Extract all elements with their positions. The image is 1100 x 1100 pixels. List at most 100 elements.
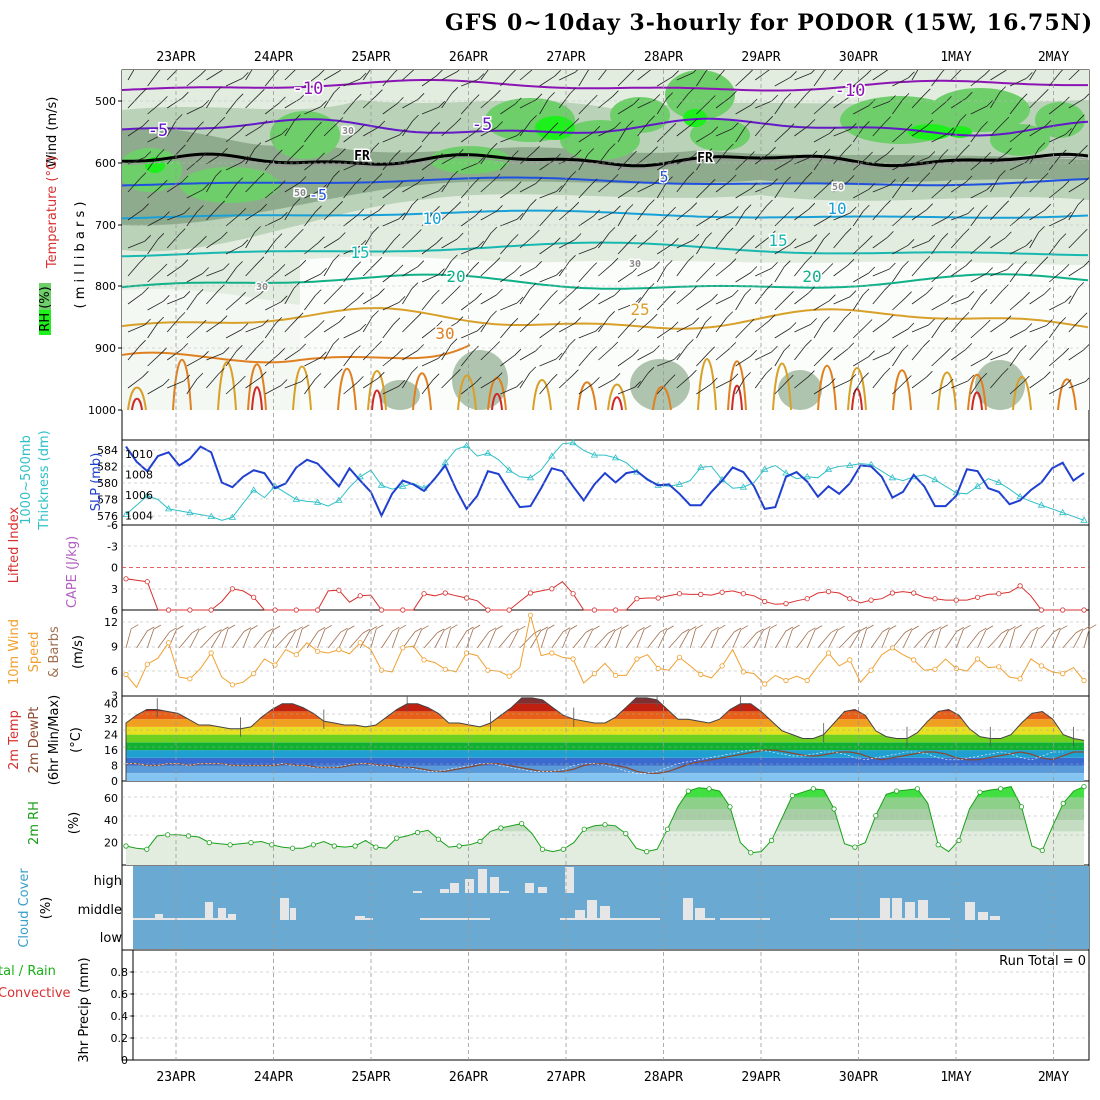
- wind-barb: [813, 322, 824, 339]
- contour-label: 50: [832, 182, 844, 193]
- wind-barb: [990, 352, 1008, 361]
- contour-label: -10: [293, 79, 324, 99]
- wind10m-barb-flag: [221, 626, 229, 632]
- wind-barb: [950, 318, 964, 333]
- wind10m-barb: [913, 633, 928, 649]
- wind-barb-flag: [202, 267, 209, 274]
- wind-barb: [715, 128, 733, 137]
- lifted-index-line-point: [378, 607, 385, 613]
- wind-barb: [304, 127, 317, 143]
- wind-barb-flag: [241, 323, 249, 330]
- wind10m-barb: [391, 629, 400, 649]
- wind-barb: [362, 232, 374, 249]
- wind-barb: [617, 73, 631, 87]
- wind-barb: [382, 134, 400, 143]
- wind-barb-flag: [394, 149, 401, 157]
- wind10m-barb: [381, 630, 393, 649]
- contour-label: 30: [256, 282, 268, 293]
- wind-barb: [833, 296, 851, 305]
- wind-barb: [441, 123, 456, 137]
- thickness-line-point: [973, 482, 982, 489]
- wind-barb-flag: [692, 233, 700, 241]
- cloud-bar-middle: [575, 910, 585, 920]
- wind-barb-flag: [433, 205, 440, 213]
- wind-barb-flag: [262, 319, 269, 326]
- wind-barb: [950, 349, 967, 361]
- wind-barb: [1068, 349, 1084, 361]
- wind-barb: [637, 70, 652, 81]
- rh-green-patch: [990, 124, 1050, 156]
- cloud-cover-plot: [133, 866, 1089, 949]
- wind10m-barb-flag: [437, 628, 445, 634]
- wind-barb-flag: [372, 142, 380, 150]
- wind-barb-flag: [357, 208, 365, 216]
- wind-barb-flag: [921, 58, 927, 64]
- cloud-bar-middle: [683, 898, 693, 920]
- lifted-index-line-point: [485, 607, 491, 613]
- wind-barb: [539, 296, 552, 311]
- wind-barb: [1048, 186, 1064, 199]
- wind-barb: [519, 266, 536, 277]
- wind-barb-flag: [1044, 287, 1051, 295]
- wind-barb-flag: [887, 147, 894, 154]
- wind-barb-flag: [436, 153, 443, 160]
- wind-barb-flag: [805, 255, 812, 263]
- wind-barb: [127, 262, 141, 277]
- wind-barb-flag: [451, 87, 459, 94]
- rh2m-line-point: [768, 837, 775, 844]
- wind10m-unit-label: (m/s): [71, 635, 86, 669]
- wind-barb-flag: [823, 232, 831, 240]
- wind-barb: [852, 378, 864, 395]
- wind10m-barb-flag: [147, 626, 155, 632]
- wind-barb-flag: [472, 261, 480, 269]
- wind-barb-flag: [548, 92, 555, 99]
- wind-barb-flag: [999, 86, 1006, 93]
- wind-barb-flag: [687, 255, 694, 262]
- wind-barb-flag: [633, 98, 640, 105]
- wind-barb: [421, 106, 439, 115]
- wind-barb-flag: [572, 285, 579, 293]
- wind10m-barb-flag: [785, 626, 794, 632]
- wind-barb-flag: [771, 262, 778, 269]
- wind-barb: [166, 318, 180, 333]
- wind-barb-flag: [590, 346, 597, 353]
- wind-barb-flag: [593, 293, 600, 300]
- wind10m-barb-flag: [814, 625, 823, 630]
- wind-barb-flag: [744, 372, 751, 379]
- wind-barb: [441, 176, 453, 193]
- wind-barb: [774, 98, 786, 115]
- wind-barb: [304, 211, 316, 227]
- wind-barb-flag: [1041, 340, 1048, 347]
- temp2m-plot: [125, 696, 1085, 781]
- wind-barb-flag: [336, 201, 343, 208]
- wind-barb: [598, 347, 613, 361]
- rh2m-color-band: [126, 809, 1084, 821]
- wind-barb-flag: [627, 120, 634, 127]
- wind-barb: [304, 242, 319, 255]
- wind10m-speed-line-point: [400, 645, 406, 651]
- wind-barb-flag: [608, 311, 615, 318]
- wind-barb-flag: [690, 118, 698, 126]
- temp-contour-lobe-35: [371, 389, 383, 410]
- date-label-bottom: 27APR: [546, 1070, 585, 1085]
- wind-barb: [166, 181, 183, 193]
- wind10m-barb: [625, 631, 638, 649]
- wind10m-speed-line-point: [847, 657, 853, 663]
- wind-barb: [617, 240, 631, 255]
- wind-barb-flag: [805, 88, 813, 95]
- wind10m-barb-flag: [272, 625, 281, 631]
- wind-barb-flag: [668, 374, 676, 381]
- wind10m-barb-flag: [682, 628, 690, 634]
- wind-barb-flag: [396, 180, 404, 188]
- wind-barb: [754, 70, 770, 81]
- temp2m-color-band: [126, 734, 1084, 743]
- wind-barb: [480, 149, 492, 165]
- wind-barb: [794, 208, 810, 221]
- contour-label: 25: [630, 300, 649, 319]
- wind-barb: [323, 92, 335, 109]
- wind-barb-flag: [160, 347, 168, 354]
- wind-barb: [931, 217, 948, 227]
- wind-barb-flag: [529, 282, 537, 290]
- wind-barb-flag: [611, 341, 619, 349]
- wind-barb: [206, 352, 224, 361]
